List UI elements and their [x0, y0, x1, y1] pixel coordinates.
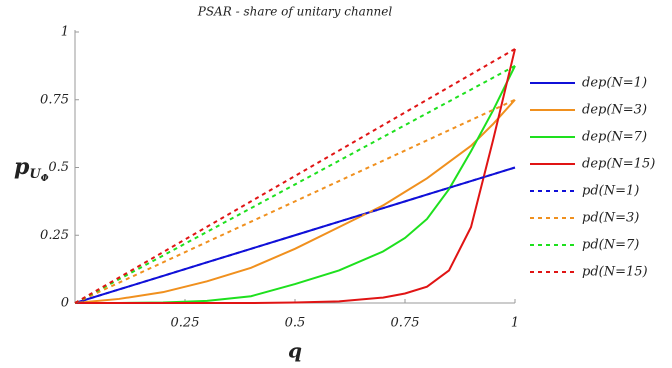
legend-label: dep(N=15) [582, 157, 655, 172]
series-line [74, 98, 516, 304]
x-tick-label: 0.5 [285, 316, 306, 331]
legend-label: pd(N=7) [582, 238, 639, 253]
legend-label: pd(N=1) [582, 184, 639, 199]
series-line [74, 166, 516, 304]
x-axis-label: q [288, 339, 302, 363]
y-tick-label: 0.5 [48, 160, 69, 175]
x-tick-label: 0.75 [391, 316, 420, 331]
legend-label: pd(N=3) [582, 211, 639, 226]
y-label-main: p [14, 154, 30, 180]
y-label-subsub: Φ [41, 174, 49, 184]
y-tick-label: 0.25 [40, 228, 69, 243]
legend-label: pd(N=15) [582, 265, 648, 280]
legend-label: dep(N=1) [582, 76, 647, 91]
legend-label: dep(N=3) [582, 103, 647, 118]
series-line [74, 48, 516, 304]
x-tick-label: 1 [511, 316, 519, 331]
y-label-sub: U [29, 167, 41, 182]
y-tick-label: 0 [61, 296, 69, 311]
series-line [74, 99, 516, 304]
y-tick-label: 1 [61, 25, 69, 40]
series-line [75, 48, 516, 304]
x-tick-label: 0.25 [171, 316, 200, 331]
series-line [74, 64, 516, 304]
chart-title: PSAR - share of unitary channel [197, 5, 393, 19]
y-axis-label: pUΦ [14, 154, 49, 184]
y-tick-label: 0.75 [40, 92, 69, 107]
legend-label: dep(N=7) [582, 130, 647, 145]
